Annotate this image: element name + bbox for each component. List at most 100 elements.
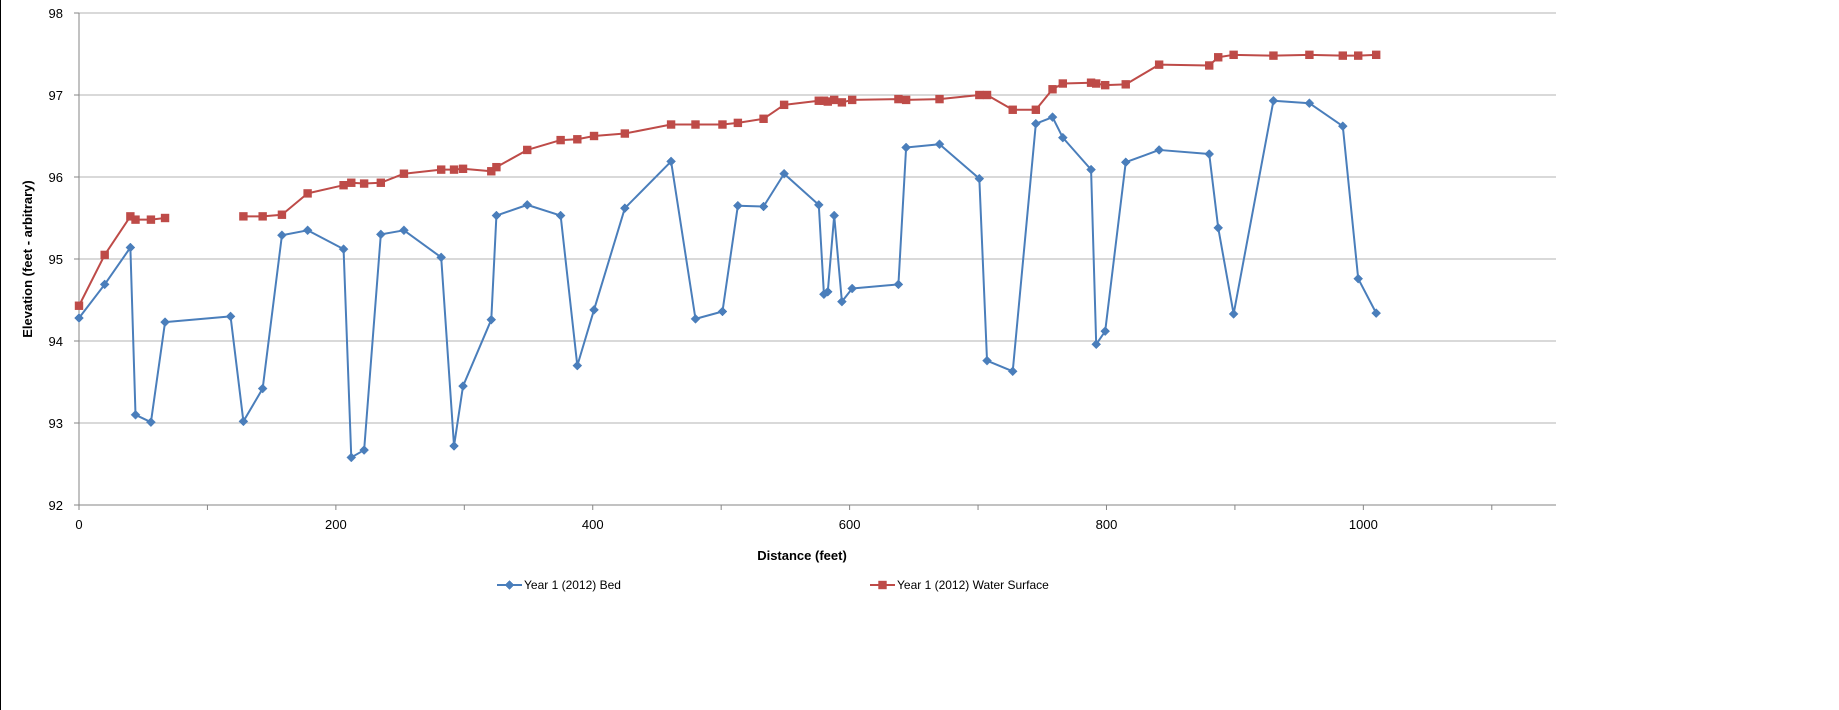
bed-point: [1154, 145, 1164, 155]
series-line: [243, 53, 1377, 218]
water-surface-point: [759, 114, 768, 123]
bed-point: [399, 225, 409, 236]
data-series: [74, 50, 1382, 463]
water-surface-point: [691, 120, 700, 129]
bed-point: [813, 200, 824, 210]
water-surface-point: [100, 250, 109, 260]
water-surface-point: [1058, 79, 1068, 88]
bed-point: [1213, 222, 1224, 233]
legend-label: Year 1 (2012) Water Surface: [897, 578, 1049, 592]
bed-point: [1268, 95, 1279, 106]
bed-point: [160, 317, 170, 327]
legend: Year 1 (2012) Bed Year 1 (2012) Water Sur…: [497, 578, 1049, 592]
bed-point: [1228, 309, 1239, 319]
bed-point: [486, 314, 497, 325]
x-tick-label: 200: [325, 517, 347, 532]
water-surface-point: [573, 135, 582, 144]
bed-point: [130, 409, 141, 420]
water-surface-point: [823, 97, 832, 106]
bed-point: [302, 225, 313, 236]
water-surface-point: [1100, 80, 1110, 90]
series-bed: [74, 95, 1382, 463]
bed-point: [733, 200, 743, 211]
bed-point: [99, 279, 110, 290]
water-surface-point: [620, 129, 630, 138]
x-tick-label: 800: [1096, 517, 1118, 532]
water-surface-point: [74, 301, 84, 310]
bed-point: [893, 279, 904, 290]
bed-point: [449, 441, 459, 451]
water-surface-point: [131, 215, 140, 224]
bed-point: [758, 201, 769, 212]
water-surface-point: [1121, 80, 1130, 89]
water-surface-point: [935, 94, 944, 104]
water-surface-point: [458, 164, 468, 173]
bed-point: [837, 296, 847, 307]
bed-point: [238, 416, 249, 427]
bed-point: [1120, 157, 1131, 168]
bed-point: [146, 417, 156, 428]
water-surface-point: [1338, 51, 1347, 60]
water-surface-point: [1371, 50, 1381, 60]
bed-point: [1047, 112, 1058, 122]
water-surface-point: [779, 100, 789, 110]
y-tick-label: 93: [49, 416, 63, 431]
water-surface-point: [146, 215, 156, 224]
bed-point: [346, 452, 357, 463]
water-surface-point: [1269, 51, 1278, 60]
bed-point: [359, 445, 369, 455]
water-surface-point: [589, 131, 599, 141]
bed-point: [1304, 98, 1315, 109]
bed-point: [982, 355, 992, 366]
water-surface-point: [1205, 61, 1214, 70]
bed-point: [822, 286, 833, 297]
bed-point: [779, 168, 789, 179]
water-surface-point: [492, 162, 501, 172]
bed-point: [555, 210, 566, 221]
series-line: [78, 99, 1378, 459]
water-surface-point: [359, 179, 369, 188]
bed-point: [338, 244, 349, 255]
y-tick-labels: 92 93 94 95 96 97 98: [49, 6, 79, 513]
bed-point: [1100, 326, 1111, 337]
water-surface-point: [339, 181, 348, 190]
water-surface-point: [847, 95, 857, 105]
bed-point: [934, 139, 945, 150]
chart-frame-border: [0, 0, 1, 710]
water-surface-point: [1048, 85, 1057, 94]
bed-point: [125, 242, 136, 253]
bed-point: [225, 311, 236, 322]
water-surface-point: [1008, 105, 1017, 114]
water-surface-point: [1305, 50, 1314, 60]
x-axis-title: Distance (feet): [757, 548, 847, 563]
water-surface-point: [666, 120, 676, 129]
bed-point: [522, 200, 533, 210]
water-surface-point: [733, 118, 743, 128]
x-tick-label: 1000: [1349, 517, 1378, 532]
x-tick-label: 400: [582, 517, 604, 532]
water-surface-point: [239, 212, 248, 221]
water-surface-point: [1214, 53, 1223, 62]
water-surface-point: [399, 169, 409, 178]
bed-point: [619, 203, 630, 214]
water-surface-point: [982, 90, 992, 100]
y-axis-title: Elevation (feet - arbitrary): [20, 180, 35, 338]
x-tick-label: 0: [75, 517, 82, 532]
series-water-surface: [74, 50, 1381, 310]
water-surface-point: [160, 213, 170, 223]
legend-swatch-marker: [878, 580, 887, 590]
bed-point: [1030, 118, 1041, 129]
bed-point: [829, 210, 840, 221]
bed-point: [1371, 308, 1382, 318]
legend-label: Year 1 (2012) Bed: [524, 578, 621, 592]
water-surface-point: [894, 94, 903, 104]
bed-point: [589, 304, 599, 315]
x-tick-label: 600: [839, 517, 861, 532]
water-surface-point: [718, 120, 727, 129]
bed-point: [491, 210, 502, 221]
bed-point: [847, 283, 858, 294]
water-surface-point: [523, 145, 532, 155]
bed-point: [1007, 366, 1018, 377]
water-surface-point: [487, 167, 496, 176]
